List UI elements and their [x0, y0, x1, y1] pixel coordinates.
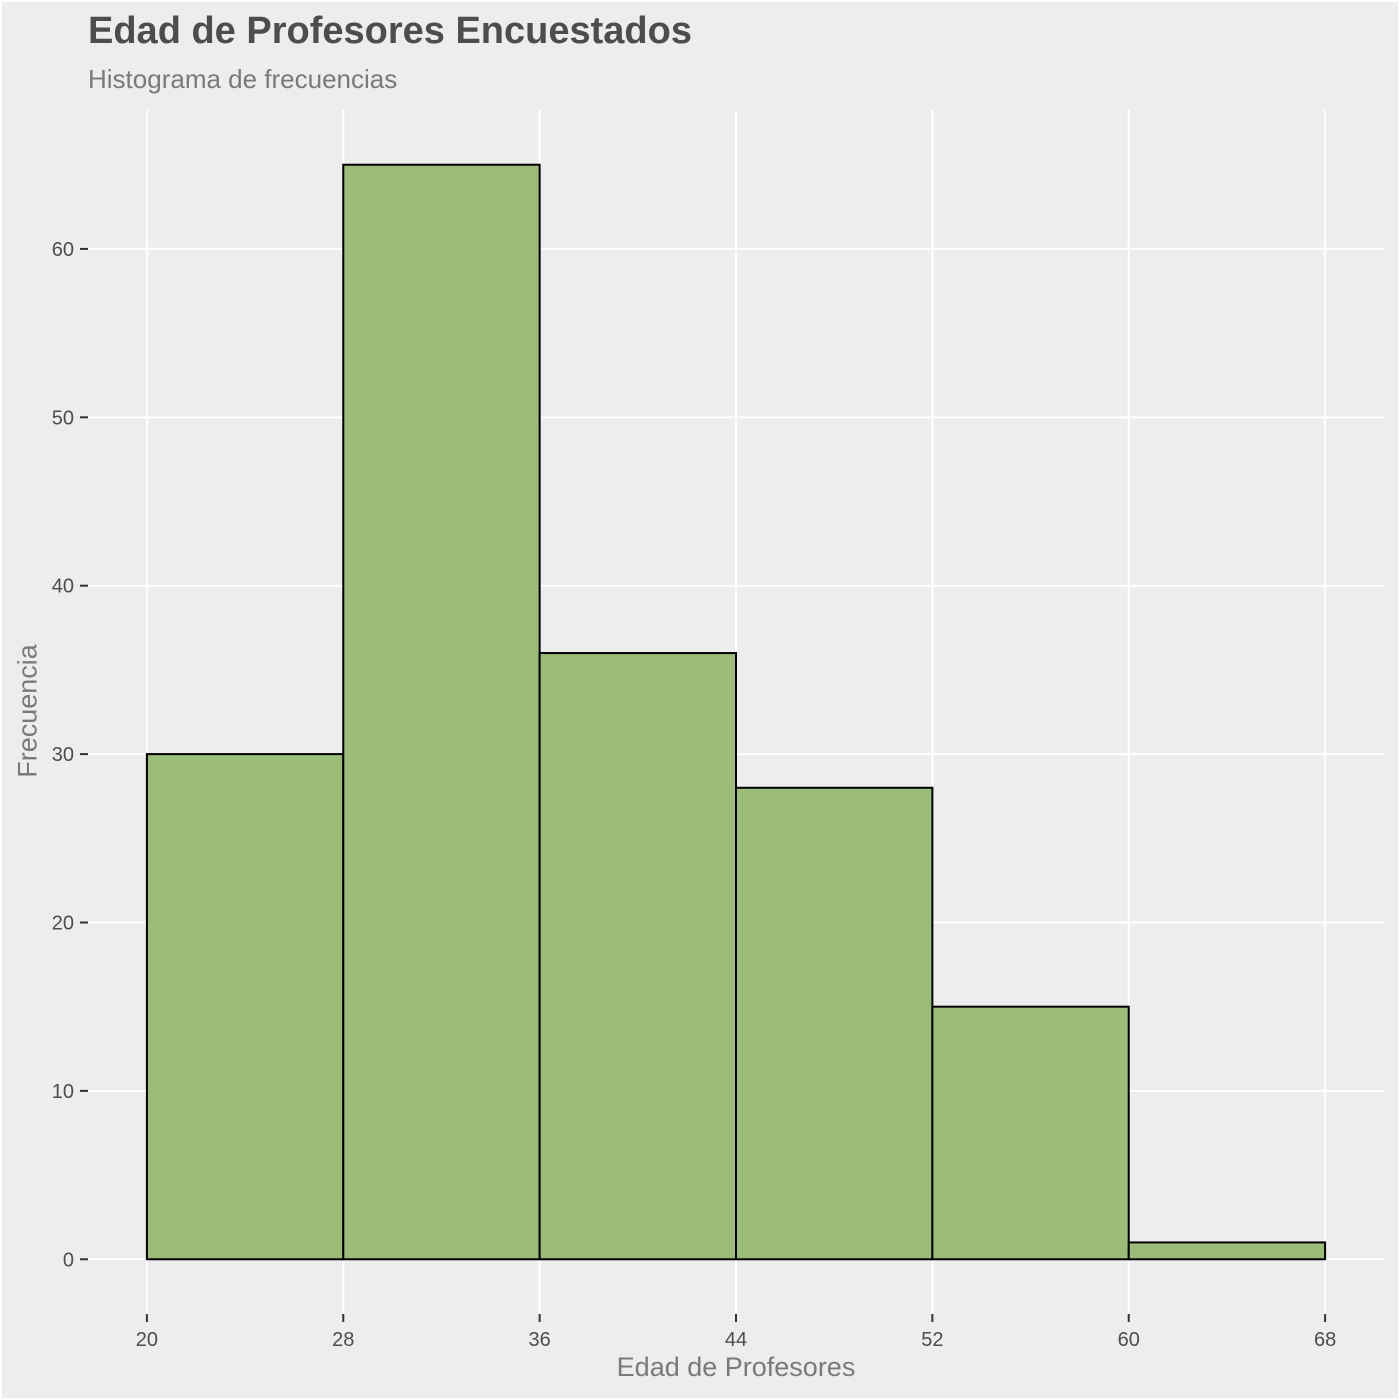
histogram-bar — [540, 653, 736, 1259]
y-tick-label: 40 — [52, 576, 74, 598]
histogram-bar — [1129, 1242, 1325, 1259]
y-tick-label: 10 — [52, 1081, 74, 1103]
y-tick-label: 30 — [52, 744, 74, 766]
x-tick-label: 68 — [1314, 1329, 1336, 1351]
x-tick-label: 52 — [921, 1329, 943, 1351]
histogram-bar — [932, 1007, 1128, 1260]
y-tick-label: 50 — [52, 407, 74, 429]
x-tick-label: 20 — [136, 1329, 158, 1351]
x-tick-label: 28 — [332, 1329, 354, 1351]
histogram-bar — [147, 754, 343, 1259]
y-tick-label: 20 — [52, 912, 74, 934]
y-tick-label: 0 — [63, 1249, 74, 1271]
x-tick-label: 36 — [529, 1329, 551, 1351]
x-axis-label: Edad de Profesores — [0, 1352, 1400, 1383]
x-tick-label: 44 — [725, 1329, 747, 1351]
histogram-bar — [343, 165, 539, 1260]
y-axis-label: Frecuencia — [13, 644, 44, 778]
y-tick-label: 60 — [52, 239, 74, 261]
x-tick-label: 60 — [1118, 1329, 1140, 1351]
histogram-bar — [736, 788, 932, 1259]
